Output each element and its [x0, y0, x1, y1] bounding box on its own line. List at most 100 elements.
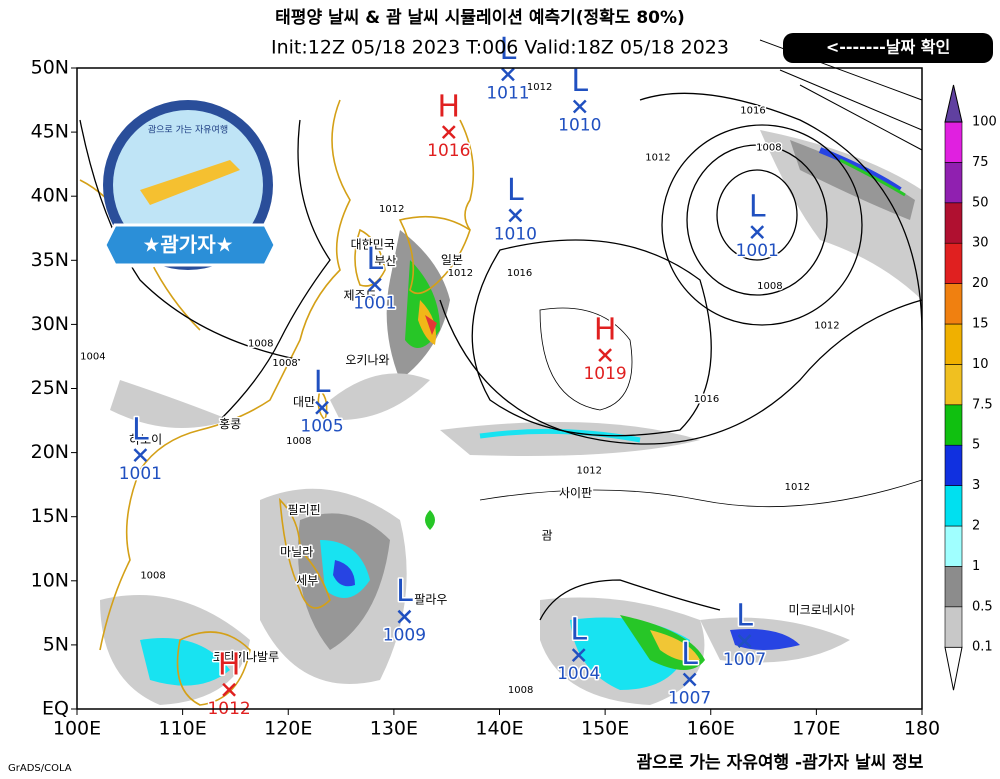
logo-text: 괌으로 가는 자유여행: [148, 124, 228, 136]
x-tick-label: 180: [904, 718, 940, 740]
isobar-label: 1008: [757, 281, 782, 292]
colorbar-box: [944, 566, 963, 608]
center-mark: [367, 277, 382, 292]
colorbar-box: [944, 323, 963, 365]
colorbar-box: [944, 242, 963, 284]
place-name: 제주도: [344, 289, 377, 303]
center-letter: L: [314, 365, 331, 400]
center-letter: L: [681, 637, 698, 672]
place-name: 팔라우: [414, 593, 447, 607]
precipitation: [100, 130, 922, 705]
place-name: 사이판: [559, 486, 592, 500]
isobar-label: 1016: [740, 105, 765, 116]
center-pressure: 1001: [736, 241, 779, 261]
center-cross: [133, 448, 148, 463]
date-note-box: [783, 33, 993, 63]
center-cross: [315, 400, 329, 415]
place-name: 홍콩: [219, 417, 241, 431]
center-cross: [367, 277, 382, 292]
colorbar-label: 20: [972, 276, 989, 291]
center-letter: L: [571, 64, 588, 99]
y-tick-label: 25N: [31, 377, 69, 399]
colorbar-label: 3: [972, 478, 980, 493]
y-tick-label: 20N: [31, 441, 69, 463]
colorbar-box: [944, 364, 963, 406]
center-mark: [572, 99, 587, 114]
center-mark: [133, 448, 148, 463]
colorbar-box: [944, 283, 963, 325]
colorbar-label: 1: [972, 559, 980, 574]
colorbar-label: 75: [972, 155, 989, 170]
y-tick-label: 10N: [31, 569, 69, 591]
center-mark: [508, 208, 523, 223]
center-letter: H: [218, 647, 241, 682]
x-tick-label: 100E: [53, 718, 101, 740]
place-name: 미크로네시아: [789, 603, 855, 617]
subtitle: Init:12Z 05/18 2023 T:006 Valid:18Z 05/1…: [271, 37, 729, 59]
place-name: 일본: [441, 253, 463, 267]
y-tick-label: 45N: [31, 121, 69, 143]
isobar-label: 1012: [448, 268, 473, 279]
colorbar-label: 10: [972, 357, 989, 372]
place-name: 필리핀: [288, 503, 321, 517]
isobar-label: 1012: [577, 466, 602, 477]
colorbar-end: [944, 84, 963, 123]
isobar-label: 1012: [814, 321, 839, 332]
center-cross: [598, 348, 613, 363]
center-letter: L: [749, 190, 766, 225]
isobar-label: 1012: [645, 153, 670, 164]
x-tick-label: 170E: [792, 718, 840, 740]
x-tick-label: 150E: [581, 718, 629, 740]
y-tick-label: 50N: [31, 57, 69, 79]
x-tick-label: 160E: [687, 718, 735, 740]
center-pressure: 1001: [353, 294, 396, 314]
colorbar-label: 30: [972, 236, 989, 251]
place-name: 세부: [296, 573, 318, 587]
isobar-label: 1008: [140, 571, 165, 582]
center-letter: L: [736, 599, 753, 634]
center-mark: [222, 682, 236, 697]
center-pressure: 1004: [557, 664, 600, 684]
isobar-label: 1008: [508, 685, 533, 696]
center-letter: L: [507, 173, 524, 208]
colorbar-box: [944, 202, 963, 244]
isobars: [79, 39, 923, 621]
isobar-label: 1016: [507, 268, 532, 279]
center-mark: [441, 125, 456, 139]
colorbar-label: 15: [972, 317, 989, 332]
colorbar-box: [944, 525, 963, 567]
center-mark: [315, 400, 329, 415]
center-letter: H: [594, 313, 617, 348]
colorbar-label: 100: [972, 115, 997, 130]
colorbar: 0.1 0.5 1 2 3 5 7.5 10 15 20 30 50 75 100: [944, 84, 997, 691]
center-mark: [571, 648, 586, 663]
center-cross: [682, 672, 697, 687]
center-pressure: 1019: [583, 364, 626, 384]
place-name: 괌: [542, 528, 553, 542]
center-pressure: 1010: [494, 224, 537, 244]
center-cross: [508, 208, 523, 223]
x-tick-label: 130E: [370, 718, 418, 740]
colorbar-label: 2: [972, 519, 980, 534]
center-pressure: 1016: [427, 141, 470, 161]
credit: GrADS/COLA: [8, 763, 72, 774]
center-pressure: 1010: [558, 115, 601, 135]
center-pressure: 1011: [486, 83, 529, 103]
isobar-label: 1004: [80, 351, 105, 362]
place-name: 오키나와: [345, 353, 389, 367]
logo-banner: [103, 223, 277, 267]
place-name: 부산: [374, 254, 396, 268]
center-letter: L: [570, 613, 587, 648]
isobar-label: 1016: [694, 394, 719, 405]
center-letter: L: [396, 574, 413, 609]
colorbar-label: 50: [972, 195, 989, 210]
isobar-label: 1008: [286, 436, 311, 447]
center-pressure: 1005: [300, 417, 343, 437]
plot-layer: 1012 1016 1012 1008 1012 1012 1016 1008 1008 1012…: [79, 30, 857, 720]
center-pressure: 1007: [723, 650, 766, 670]
place-name: 하노이: [129, 432, 162, 446]
center-mark: [397, 609, 412, 624]
colorbar-label: 0.1: [972, 640, 993, 655]
x-tick-label: 140E: [475, 718, 523, 740]
